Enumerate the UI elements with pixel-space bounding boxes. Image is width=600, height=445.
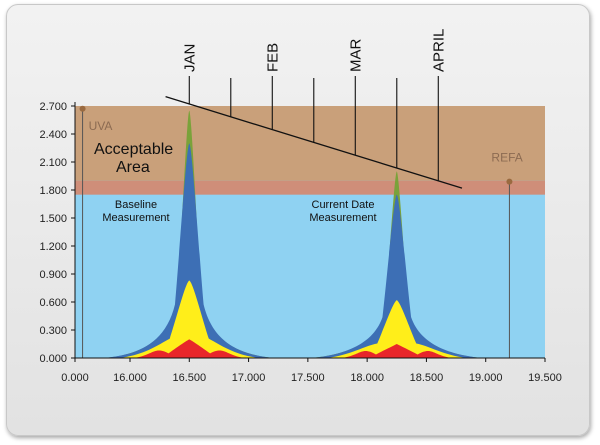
y-tick-label: 0.000 [39, 353, 67, 365]
peak-2 [311, 171, 482, 358]
peak-blue-area [104, 143, 275, 358]
x-tick-label: 16.500 [172, 372, 206, 384]
uva-label: UVA [89, 119, 113, 133]
month-label-april: APRIL [430, 29, 447, 72]
peak-red-area [341, 344, 452, 358]
month-label-jan: JAN [181, 44, 198, 72]
x-tick-label: 18.000 [350, 372, 384, 384]
x-tick-label: 18.500 [410, 372, 444, 384]
acceptable-area-label-line1: Acceptable [94, 141, 173, 158]
y-tick-label: 0.900 [39, 269, 67, 281]
acceptable-area-band [75, 106, 545, 181]
baseline-label-line2: Measurement [102, 212, 169, 224]
y-tick-label: 2.700 [39, 101, 67, 113]
marker-dot-uva [79, 105, 86, 112]
marker-dot-refa [506, 178, 513, 185]
y-tick-label: 0.600 [39, 297, 67, 309]
peak-yellow-area [119, 280, 260, 358]
peak-blue-area [311, 194, 482, 358]
y-tick-label: 2.100 [39, 157, 67, 169]
y-tick-label: 0.300 [39, 325, 67, 337]
x-tick-label: 17.500 [291, 372, 325, 384]
x-tick-label: 17.000 [232, 372, 266, 384]
baseline-label-line1: Baseline [115, 199, 157, 211]
x-tick-label: 19.500 [528, 372, 562, 384]
x-tick-label: 16.000 [113, 372, 147, 384]
x-tick-label: 0.000 [61, 372, 89, 384]
month-label-mar: MAR [347, 39, 364, 73]
current-date-label-line1: Current Date [312, 199, 375, 211]
peak-yellow-area [326, 300, 467, 358]
peak-1 [104, 110, 275, 359]
month-label-feb: FEB [264, 43, 281, 72]
y-tick-label: 2.400 [39, 129, 67, 141]
x-tick-label: 19.000 [469, 372, 503, 384]
red-band [75, 180, 545, 195]
y-tick-label: 1.500 [39, 213, 67, 225]
peak-red-area [134, 339, 245, 358]
y-tick-label: 1.800 [39, 185, 67, 197]
y-tick-label: 1.200 [39, 241, 67, 253]
acceptable-area-label-line2: Area [116, 159, 150, 176]
refa-label: REFA [491, 151, 522, 165]
current-date-label-line2: Measurement [309, 212, 376, 224]
